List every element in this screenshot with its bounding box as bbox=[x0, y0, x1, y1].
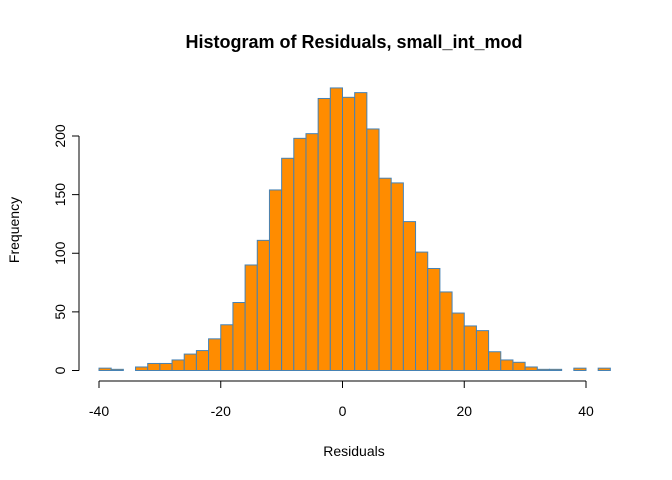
histogram-bar bbox=[512, 361, 526, 372]
histogram-bar bbox=[427, 267, 441, 371]
y-tick-label: 150 bbox=[52, 183, 68, 207]
y-tick-label: 200 bbox=[52, 124, 68, 148]
y-tick-label: 50 bbox=[52, 304, 68, 320]
histogram-bar bbox=[415, 251, 429, 371]
histogram-bar bbox=[268, 189, 283, 371]
x-tick-label: 20 bbox=[456, 403, 472, 419]
histogram-bar bbox=[159, 362, 173, 371]
histogram-bar bbox=[281, 157, 295, 371]
histogram-bar bbox=[548, 368, 563, 371]
histogram-bar bbox=[171, 359, 185, 372]
x-tick-label: -20 bbox=[211, 403, 231, 419]
x-axis-label: Residuals bbox=[323, 443, 384, 459]
histogram-bar bbox=[256, 239, 270, 371]
x-tick-label: -40 bbox=[89, 403, 109, 419]
histogram-bar bbox=[110, 368, 124, 371]
y-tick-label: 0 bbox=[52, 366, 68, 374]
histogram-bar bbox=[329, 87, 344, 372]
histogram-bar bbox=[244, 264, 258, 372]
histogram-bar bbox=[293, 137, 307, 371]
histogram-bar bbox=[573, 367, 587, 371]
histogram-bar bbox=[390, 182, 404, 371]
histogram-bar bbox=[597, 367, 611, 371]
histogram-bar bbox=[232, 302, 246, 371]
y-axis: 0 50 100 150 200 bbox=[52, 124, 80, 374]
histogram-bar bbox=[98, 367, 112, 371]
histogram-bar bbox=[463, 325, 477, 372]
histogram-bar bbox=[183, 353, 197, 371]
histogram-bar bbox=[488, 351, 502, 371]
y-axis-label: Frequency bbox=[6, 197, 22, 263]
x-tick-label: 0 bbox=[339, 403, 347, 419]
x-axis: -40 -20 0 20 40 bbox=[89, 380, 594, 419]
histogram-bar bbox=[439, 291, 453, 371]
histogram-bar bbox=[536, 368, 550, 371]
histogram-bar bbox=[524, 366, 538, 372]
histogram-bar bbox=[475, 330, 490, 372]
histogram-bar bbox=[147, 362, 161, 371]
histogram-bar bbox=[208, 338, 222, 371]
x-tick-label: 40 bbox=[578, 403, 594, 419]
histogram-bar bbox=[378, 177, 392, 371]
histogram-bar bbox=[317, 97, 331, 371]
histogram-bar bbox=[220, 324, 234, 371]
bars-group bbox=[98, 87, 611, 372]
histogram-bar bbox=[354, 92, 368, 372]
histogram-bar bbox=[402, 221, 417, 371]
histogram-bar bbox=[135, 366, 149, 372]
y-tick-label: 100 bbox=[52, 241, 68, 265]
histogram-bar bbox=[195, 350, 210, 372]
chart-title: Histogram of Residuals, small_int_mod bbox=[185, 32, 522, 52]
histogram-bar bbox=[366, 128, 380, 371]
histogram-bar bbox=[305, 133, 319, 371]
histogram-bar bbox=[500, 359, 514, 372]
histogram-bar bbox=[451, 312, 465, 371]
histogram-bar bbox=[342, 96, 356, 371]
